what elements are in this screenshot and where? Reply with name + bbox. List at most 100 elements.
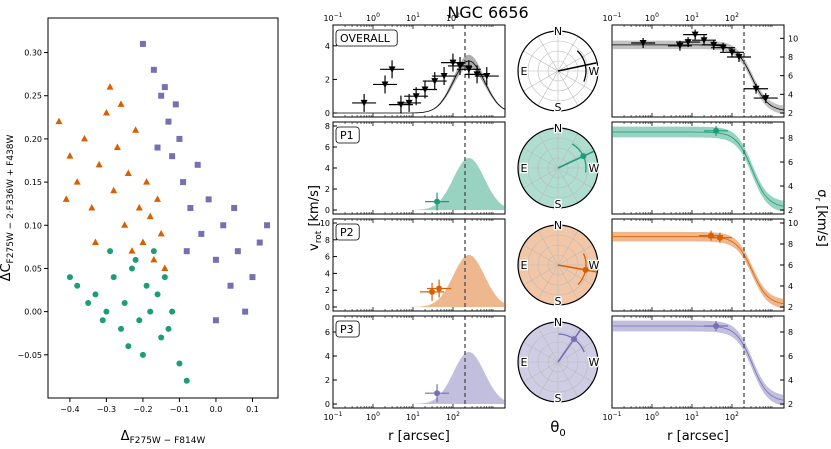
polar-marker [580, 153, 587, 160]
scatter-point-p3 [249, 274, 256, 281]
polar-direction-p3 [557, 329, 582, 363]
polar-compass-e: E [521, 162, 528, 175]
vrot-y-tick-label: 8 [325, 122, 330, 131]
scatter-point-p1 [147, 308, 154, 315]
polar-direction-overall [557, 62, 597, 72]
vrot-panel-label: P1 [340, 129, 354, 142]
scatter-point-p3 [234, 248, 241, 255]
polar-spoke [537, 327, 559, 363]
polar-spoke [557, 341, 593, 363]
polar-compass-s: S [555, 295, 562, 308]
polar-compass-e: E [521, 356, 528, 369]
scatter-y-tick-label: 0.00 [24, 308, 42, 317]
x-top-tick-label: 100 [366, 12, 380, 23]
x-top-tick-label: 100 [645, 12, 659, 23]
scatter-point-p2 [73, 178, 81, 185]
scatter-point-p2 [128, 247, 136, 254]
sigma-y-tick-label: 2 [788, 303, 793, 312]
scatter-point-p3 [183, 248, 190, 255]
scatter-point-p3 [198, 230, 205, 237]
x-tick-label: 100 [366, 411, 380, 422]
x-tick-label: 10−1 [323, 411, 342, 422]
sigma-y-axis-label: σr [km/s] [812, 189, 829, 247]
scatter-point-p3 [161, 84, 168, 91]
scatter-point-p1 [161, 274, 168, 281]
polar-spoke [537, 361, 559, 397]
vrot-y-axis-label: vrot [km/s] [307, 185, 324, 251]
vrot-label-box [335, 29, 398, 47]
scatter-x-tick-label: −0.3 [97, 405, 116, 414]
scatter-point-p3 [264, 222, 271, 229]
polar-compass-w: W [589, 356, 600, 369]
scatter-point-p2 [110, 186, 118, 194]
polar-spoke [523, 147, 559, 169]
sigma-panel-frame [611, 121, 785, 215]
x-tick-label: 102 [446, 411, 460, 422]
vrot-label-box [335, 126, 360, 144]
sigma-y-tick-label: 4 [788, 90, 793, 99]
vrot-y-tick-label: 4 [325, 352, 330, 361]
x-top-tick-label: 10−1 [323, 12, 342, 23]
vrot-y-tick-label: 8 [325, 236, 330, 245]
scatter-point-p1 [169, 308, 176, 315]
sigma-model-line [612, 236, 785, 305]
scatter-point-p2 [113, 143, 121, 151]
sigma-model-line [612, 131, 785, 207]
scatter-point-p3 [187, 205, 194, 211]
scatter-y-axis-label: ΔCF275W − 2·F336W + F438W [0, 134, 16, 281]
sigma-model-band-p2 [612, 231, 784, 309]
x-tick-label: 101 [685, 411, 699, 422]
sigma-x-axis-label: r [arcsec] [667, 429, 729, 444]
sigma-point-overall [639, 40, 647, 47]
vrot-y-tick-label: 0 [325, 109, 330, 118]
figure-title: NGC 6656 [447, 3, 528, 22]
x-top-tick-label: 102 [446, 12, 460, 23]
sigma-y-tick-label: 10 [788, 219, 798, 228]
vrot-point-overall [431, 78, 439, 85]
vrot-point-overall [412, 93, 420, 100]
x-tick-label: 10−1 [602, 411, 621, 422]
sigma-point-overall [691, 31, 699, 39]
scatter-point-p1 [121, 300, 128, 306]
vrot-y-tick-label: 0 [325, 400, 330, 409]
vrot-panel-frame [332, 315, 506, 409]
sigma-y-tick-label: 4 [788, 182, 793, 191]
vrot-panel-label: P2 [340, 226, 354, 239]
scatter-point-p2 [81, 134, 89, 142]
scatter-point-p1 [66, 274, 73, 281]
polar-spoke [557, 36, 579, 72]
sigma-point-overall [676, 42, 684, 50]
scatter-point-p3 [212, 317, 219, 324]
polar-outline [517, 30, 599, 112]
scatter-point-p3 [172, 101, 179, 108]
vrot-point-overall [473, 71, 481, 78]
scatter-point-p2 [132, 126, 140, 133]
scatter-point-p2 [161, 264, 169, 271]
sigma-panel-frame [611, 24, 785, 118]
vrot-point-overall [465, 66, 473, 73]
sigma-point-overall [700, 37, 708, 44]
sigma-point-p3 [713, 323, 720, 329]
polar-outline [517, 127, 599, 209]
scatter-point-p2 [55, 117, 63, 125]
sigma-y-tick-label: 6 [788, 261, 793, 270]
scatter-point-p1 [125, 343, 132, 350]
polar-spoke [557, 244, 593, 266]
scatter-point-p3 [165, 118, 172, 125]
polar-spoke [537, 230, 559, 266]
scatter-y-tick-label: 0.05 [24, 264, 42, 273]
polar-uncertainty-arc [576, 50, 587, 82]
vrot-y-tick-label: 4 [325, 164, 330, 173]
scatter-point-p3 [154, 144, 161, 151]
scatter-point-p1 [118, 325, 125, 332]
scatter-point-p1 [110, 274, 117, 281]
sigma-model-line [612, 325, 785, 401]
sigma-y-tick-label: 2 [788, 400, 793, 409]
scatter-point-p3 [158, 92, 165, 99]
sigma-y-tick-label: 4 [788, 282, 793, 291]
scatter-point-p3 [205, 196, 212, 203]
sigma-y-tick-label: 8 [788, 240, 793, 249]
sigma-point-p2 [716, 234, 723, 241]
vrot-model-area-p1 [333, 157, 505, 210]
scatter-x-tick-label: 0.0 [210, 405, 223, 414]
